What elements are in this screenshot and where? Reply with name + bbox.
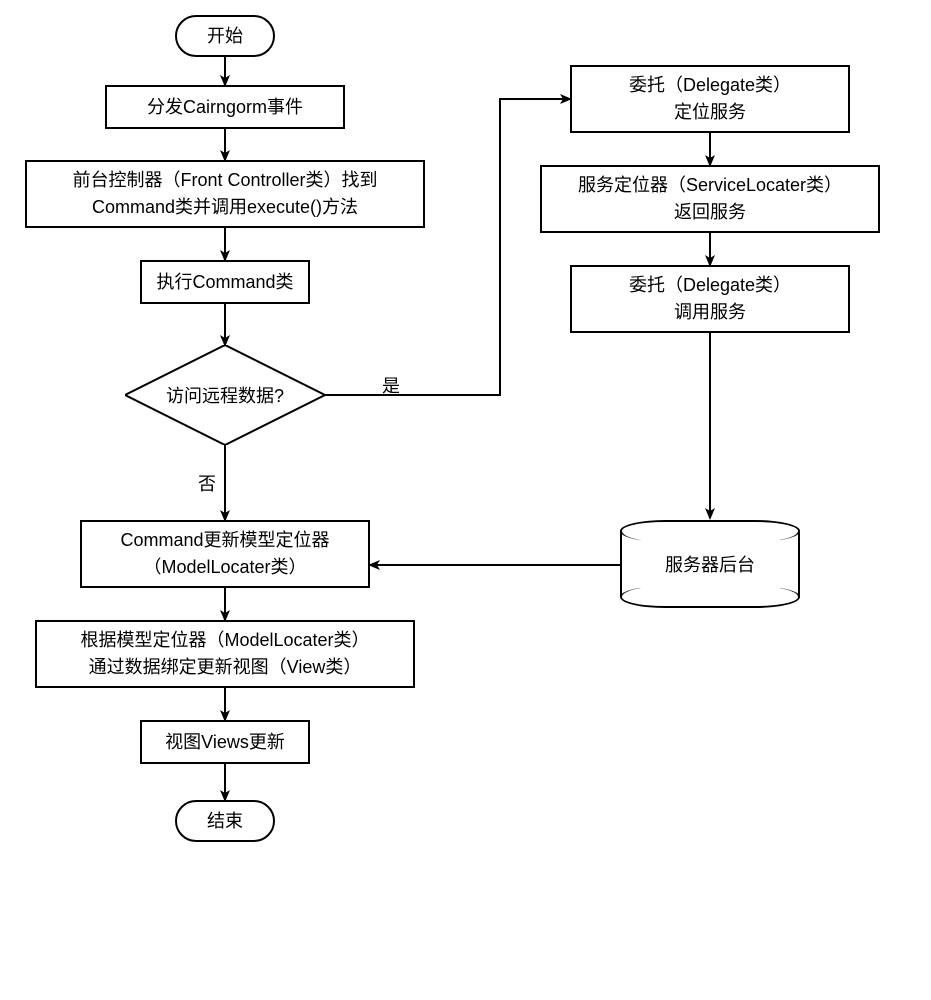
node-label: 服务定位器（ServiceLocater类） 返回服务	[578, 172, 842, 226]
node-delegate-locate: 委托（Delegate类） 定位服务	[570, 65, 850, 133]
node-dispatch: 分发Cairngorm事件	[105, 85, 345, 129]
node-server-backend: 服务器后台	[620, 520, 800, 608]
node-start: 开始	[175, 15, 275, 57]
node-exec-command: 执行Command类	[140, 260, 310, 304]
node-front-controller: 前台控制器（Front Controller类）找到 Command类并调用ex…	[25, 160, 425, 228]
node-label: 开始	[207, 23, 243, 50]
node-decision: 访问远程数据?	[125, 345, 325, 445]
node-label: 分发Cairngorm事件	[147, 94, 303, 121]
edge-label-yes: 是	[380, 372, 402, 398]
node-end: 结束	[175, 800, 275, 842]
node-label: 执行Command类	[156, 269, 293, 296]
node-update-model: Command更新模型定位器 （ModelLocater类）	[80, 520, 370, 588]
node-label: 委托（Delegate类） 定位服务	[629, 72, 791, 126]
node-label: 根据模型定位器（ModelLocater类） 通过数据绑定更新视图（View类）	[80, 627, 369, 681]
node-label: 视图Views更新	[165, 729, 285, 756]
node-update-view: 根据模型定位器（ModelLocater类） 通过数据绑定更新视图（View类）	[35, 620, 415, 688]
node-views-refresh: 视图Views更新	[140, 720, 310, 764]
node-delegate-call: 委托（Delegate类） 调用服务	[570, 265, 850, 333]
edge-label-no: 否	[196, 470, 218, 496]
node-label: 前台控制器（Front Controller类）找到 Command类并调用ex…	[72, 167, 377, 221]
node-label: 委托（Delegate类） 调用服务	[629, 272, 791, 326]
node-label: 服务器后台	[665, 551, 755, 577]
node-label: 结束	[207, 808, 243, 835]
edges-layer	[0, 0, 931, 1000]
node-label: Command更新模型定位器 （ModelLocater类）	[120, 527, 329, 581]
node-service-locator: 服务定位器（ServiceLocater类） 返回服务	[540, 165, 880, 233]
node-label: 访问远程数据?	[166, 382, 284, 408]
